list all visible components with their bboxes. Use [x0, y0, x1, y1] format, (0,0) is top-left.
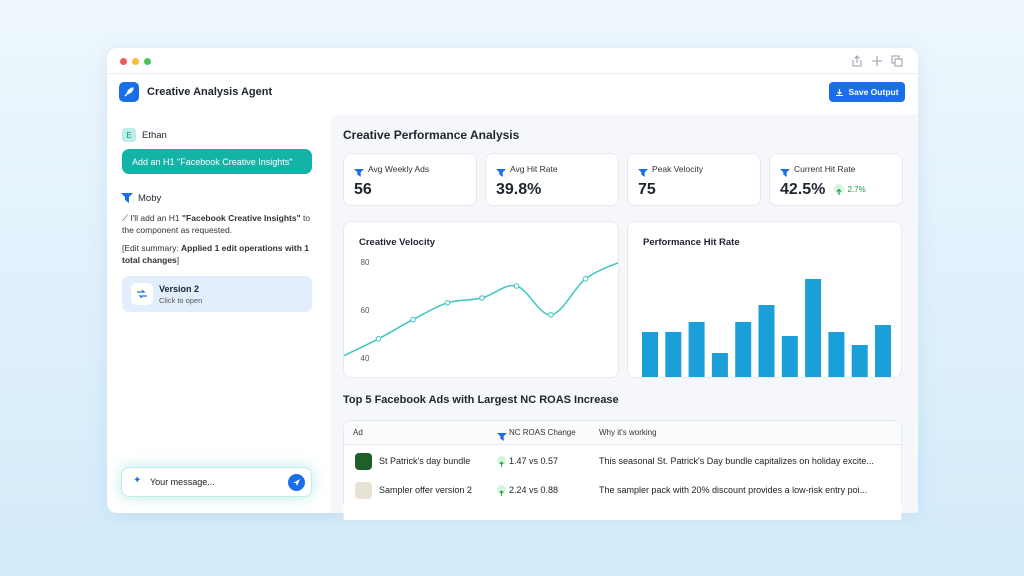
kpi-icon: [496, 164, 506, 182]
chart-title: Creative Velocity: [359, 237, 436, 248]
divider: [107, 73, 918, 74]
bar: [875, 325, 891, 377]
line: [344, 262, 618, 357]
column-header: Ad: [353, 428, 363, 437]
up-icon: [497, 485, 506, 496]
agent-logo: [121, 193, 133, 203]
send-button[interactable]: [288, 474, 305, 491]
point: [513, 283, 520, 289]
kpi-value: 39.8%: [496, 181, 542, 198]
point: [582, 276, 589, 282]
table: [343, 420, 902, 520]
msg-part: I'll add an H1: [130, 213, 183, 223]
bar: [828, 332, 845, 377]
agent-name: Moby: [138, 193, 162, 204]
version-subtitle: Click to open: [159, 296, 203, 305]
message-input[interactable]: [121, 467, 312, 497]
point: [410, 316, 416, 323]
sum-bold: Applied 1 edit operations with 1 total c…: [122, 243, 310, 265]
bar: [851, 345, 868, 377]
user-message: Add an H1 "Facebook Creative Insights": [122, 149, 312, 174]
sum-part: ]: [176, 255, 180, 265]
version-icon: [131, 283, 153, 305]
row-divider: [343, 505, 902, 513]
point: [479, 295, 485, 301]
agent-summary: [Edit summary: Applied 1 edit operations…: [122, 242, 317, 266]
window-icons: [852, 55, 903, 67]
column-header: NC ROAS Change: [509, 428, 576, 437]
table-header: [344, 421, 901, 445]
up-icon: [497, 456, 506, 467]
bar-chart: Performance Hit Rate: [642, 237, 891, 377]
agent-message: ⟋ I'll add an H1 "Facebook Creative Insi…: [122, 213, 311, 235]
msg-part: to the component as requested.: [122, 213, 311, 235]
bar: [642, 332, 658, 377]
table-cell: 2.24 vs 0.88: [509, 485, 559, 495]
kpi-card: [343, 153, 477, 206]
col-icon: [497, 428, 507, 446]
line-chart: Creative Velocity 40 60 80: [344, 237, 618, 363]
bar: [711, 353, 728, 377]
table-cell: The sampler pack with 20% discount provi…: [599, 485, 868, 495]
max-dot[interactable]: [144, 58, 151, 65]
bar: [805, 279, 822, 377]
point: [548, 312, 554, 318]
bar-card: Performance Hit Rate: [627, 221, 902, 378]
sparkle-icon: ✦: [133, 475, 142, 486]
line-card: Creative Velocity 40 60 80: [343, 221, 619, 378]
msg-bold: "Facebook Creative Insights": [182, 213, 301, 223]
user-avatar: E: [122, 128, 136, 142]
bar: [665, 332, 682, 377]
bar: [735, 322, 752, 377]
kpi-card: [627, 153, 761, 206]
kpi-icon: [638, 164, 648, 182]
main-title: Creative Performance Analysis: [343, 128, 520, 142]
bar: [688, 322, 705, 377]
ad-thumbnail: [355, 482, 372, 499]
y-tick-label: 40: [361, 354, 370, 363]
kpi-icon: [780, 164, 790, 182]
save-label: Save Output: [848, 87, 899, 97]
kpi-label: Avg Weekly Ads: [368, 164, 430, 174]
close-dot[interactable]: [120, 58, 127, 65]
table-cell: St Patrick's day bundle: [379, 456, 471, 466]
kpi-icon: [354, 164, 364, 182]
kpi-value: 42.5%: [780, 181, 826, 198]
kpi-label: Current Hit Rate: [794, 164, 856, 174]
table-title: Top 5 Facebook Ads with Largest NC ROAS …: [343, 394, 619, 406]
point: [375, 336, 382, 342]
column-header: Why it's working: [599, 428, 657, 437]
ad-thumbnail: [355, 453, 372, 470]
kpi-value: 56: [354, 181, 372, 198]
kpi-card: [769, 153, 903, 206]
table-cell: 1.47 vs 0.57: [509, 456, 559, 466]
user-name: Ethan: [142, 130, 167, 141]
min-dot[interactable]: [132, 58, 139, 65]
save-button[interactable]: Save Output: [829, 82, 905, 102]
bar: [781, 336, 798, 377]
sum-part: [Edit summary:: [122, 243, 182, 253]
version-title: Version 2: [159, 284, 200, 294]
y-tick-label: 60: [361, 306, 370, 315]
app-icon: [119, 82, 139, 102]
table-cell: This seasonal St. Patrick's Day bundle c…: [599, 456, 874, 466]
app-title: Creative Analysis Agent: [147, 86, 273, 98]
kpi-change: 2.7%: [847, 185, 866, 194]
chart-title: Performance Hit Rate: [643, 237, 740, 248]
table-cell: Sampler offer version 2: [379, 485, 472, 495]
kpi-card: [485, 153, 619, 206]
version-card[interactable]: [122, 276, 312, 312]
change-icon: [833, 184, 844, 195]
point: [444, 300, 451, 306]
kpi-label: Peak Velocity: [652, 164, 704, 174]
kpi-value: 75: [638, 181, 656, 198]
bar: [758, 305, 775, 377]
input-placeholder: Your message...: [150, 477, 215, 487]
y-tick-label: 80: [361, 258, 370, 267]
kpi-label: Avg Hit Rate: [510, 164, 558, 174]
